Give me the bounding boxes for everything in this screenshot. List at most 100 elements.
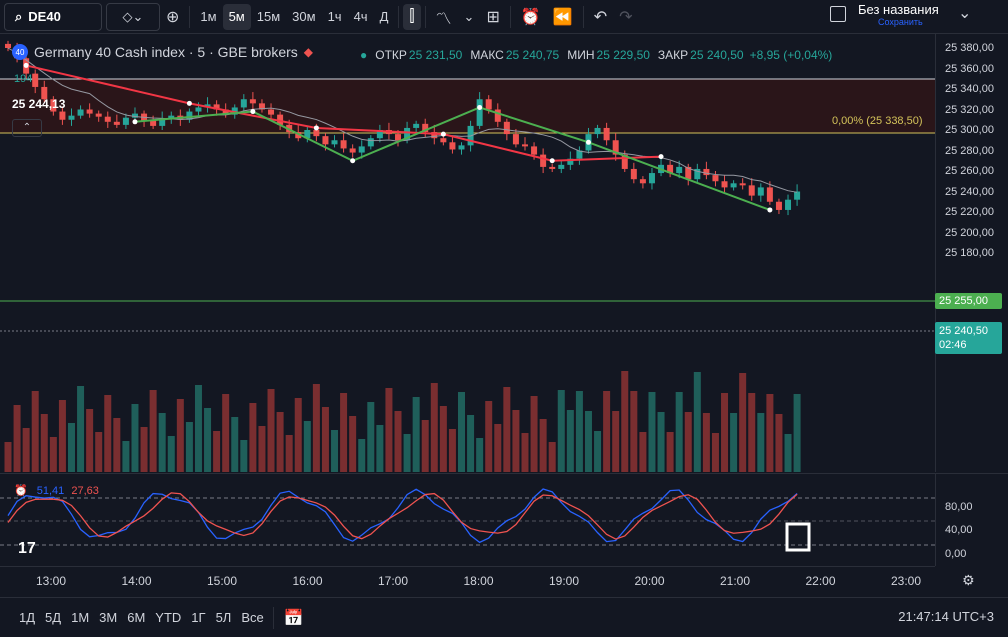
price-chart[interactable]: [0, 34, 935, 472]
candle-body: [757, 187, 764, 196]
candle-body: [730, 183, 737, 188]
oscillator-axis[interactable]: 80,00 40,00 0,00: [935, 473, 1008, 566]
collapse-legend-button[interactable]: ⌃: [12, 119, 42, 137]
interval-4[interactable]: 1ч: [327, 9, 342, 24]
candle-body: [531, 146, 538, 155]
range-0[interactable]: 1Д: [19, 610, 36, 625]
volume-bar: [739, 373, 747, 472]
settings-icon[interactable]: ⚙: [962, 572, 975, 588]
replay-marker[interactable]: [785, 522, 811, 552]
volume-bar: [367, 402, 375, 472]
top-toolbar: ⌕ DE40 ◇⌄ ⊕ 1м 5м 15м 30м 1ч 4ч Д ⫿ 〽 ⌄ ⊞ ⏰ ⏪ …: [0, 0, 1008, 34]
date-range-icon[interactable]: 📅: [283, 609, 304, 627]
templates-icon[interactable]: ⊞: [486, 8, 500, 26]
volume-bar: [666, 432, 674, 472]
volume-bar: [140, 427, 148, 472]
clock[interactable]: 21:47:14 UTC+3: [898, 609, 994, 624]
time-axis[interactable]: 13:00 14:00 15:00 16:00 17:00 18:00 19:00 20:00…: [0, 566, 935, 593]
volume-bar: [321, 407, 329, 472]
interval-6[interactable]: Д: [379, 9, 389, 24]
osc-k-line: [7, 488, 798, 544]
range-2[interactable]: 1М: [71, 610, 90, 625]
candle-body: [413, 123, 420, 128]
interval-1[interactable]: 5м: [222, 3, 251, 30]
chevron-down-icon[interactable]: ⌄: [958, 5, 972, 22]
flag-icon[interactable]: ◆: [303, 45, 314, 59]
compare-button[interactable]: ◇⌄: [106, 2, 160, 31]
alert-icon[interactable]: ⏰: [520, 8, 541, 26]
legend-title[interactable]: Germany 40 Cash index · 5 · GBE brokers: [34, 44, 298, 60]
price-tick: 25 260,00: [945, 165, 994, 177]
volume-bar: [158, 413, 166, 472]
volume-bar: [494, 424, 502, 472]
volume-bar: [711, 433, 719, 472]
interval-2[interactable]: 15м: [256, 9, 281, 24]
candle-body: [86, 109, 93, 114]
symbol-search[interactable]: ⌕ DE40: [4, 2, 102, 31]
interval-3[interactable]: 30м: [292, 9, 316, 24]
range-4[interactable]: 6М: [127, 610, 146, 625]
volume-bar: [267, 389, 275, 472]
candle-body: [159, 118, 166, 126]
volume-bar: [630, 391, 638, 472]
candle-body: [576, 150, 583, 159]
range-5[interactable]: YTD: [155, 610, 182, 625]
range-3[interactable]: 3М: [99, 610, 118, 625]
oscillator-pane[interactable]: 17: [0, 473, 935, 566]
ohlc-values: ● ОТКР 25 231,50 МАКС 25 240,75 МИН 25 229,…: [360, 48, 832, 62]
zigzag-up-line: [134, 106, 771, 211]
interval-5[interactable]: 4ч: [353, 9, 368, 24]
range-7[interactable]: 5Л: [215, 610, 232, 625]
change-value: +8,95 (+0,04%): [749, 48, 833, 62]
candle-body: [612, 140, 619, 155]
price-axis[interactable]: 25 380,00 25 360,00 25 340,00 25 320,00 25 3…: [935, 34, 1008, 472]
candle-body: [331, 140, 338, 145]
volume-bar: [204, 408, 212, 472]
range-6[interactable]: 1Г: [191, 610, 206, 625]
candle-body: [131, 113, 138, 118]
osc-d-line: [7, 492, 798, 540]
range-1[interactable]: 5Д: [45, 610, 62, 625]
candle-body: [295, 132, 302, 139]
candle-body: [621, 154, 628, 169]
zigzag-down-line: [25, 64, 662, 162]
candle-body: [32, 73, 39, 87]
volume-bar: [421, 420, 429, 472]
range-8[interactable]: Все: [241, 610, 264, 625]
checkbox-icon: [830, 6, 846, 22]
last-price: 25 240,50: [939, 325, 988, 337]
symbol-badge: 40: [12, 44, 28, 60]
undo-icon[interactable]: ↶: [593, 8, 608, 26]
volume-bar: [40, 414, 48, 472]
candle-body: [213, 104, 220, 110]
volume-bar: [176, 399, 184, 472]
interval-0[interactable]: 1м: [200, 9, 217, 24]
candle-body: [395, 134, 402, 141]
last-price-tag: 25 240,50 02:46: [935, 322, 1002, 354]
add-symbol-button[interactable]: ⊕: [160, 4, 185, 30]
volume-bar: [775, 414, 783, 472]
zigzag-pivot: [132, 119, 138, 125]
candles-icon[interactable]: ⫿: [403, 3, 421, 30]
candle-body: [313, 130, 320, 137]
chevron-down-icon[interactable]: ⌄: [463, 8, 475, 24]
volume-bar: [684, 412, 692, 472]
zigzag-pivot: [549, 158, 555, 164]
osc-tick: 80,00: [945, 501, 973, 513]
save-link[interactable]: Сохранить: [878, 17, 923, 27]
volume-bar: [303, 421, 311, 472]
symbol-name: DE40: [28, 9, 61, 24]
range-group: 1Д 5Д 1М 3М 6М YTD 1Г 5Л Все: [14, 610, 269, 625]
tv-logo-icon[interactable]: 17: [18, 540, 36, 557]
replay-icon[interactable]: ⏪: [552, 8, 573, 26]
candle-body: [549, 166, 556, 169]
price-tick: 25 380,00: [945, 42, 994, 54]
candle-body: [785, 199, 792, 210]
redo-icon[interactable]: ↷: [619, 8, 633, 26]
time-tick: 23:00: [891, 574, 922, 588]
layout-menu[interactable]: Без названия Сохранить ⌄: [830, 3, 1008, 28]
price-tick: 25 240,00: [945, 185, 994, 198]
candle-body: [195, 107, 202, 112]
volume-bar: [394, 411, 402, 472]
indicators-icon[interactable]: 〽: [435, 10, 452, 28]
